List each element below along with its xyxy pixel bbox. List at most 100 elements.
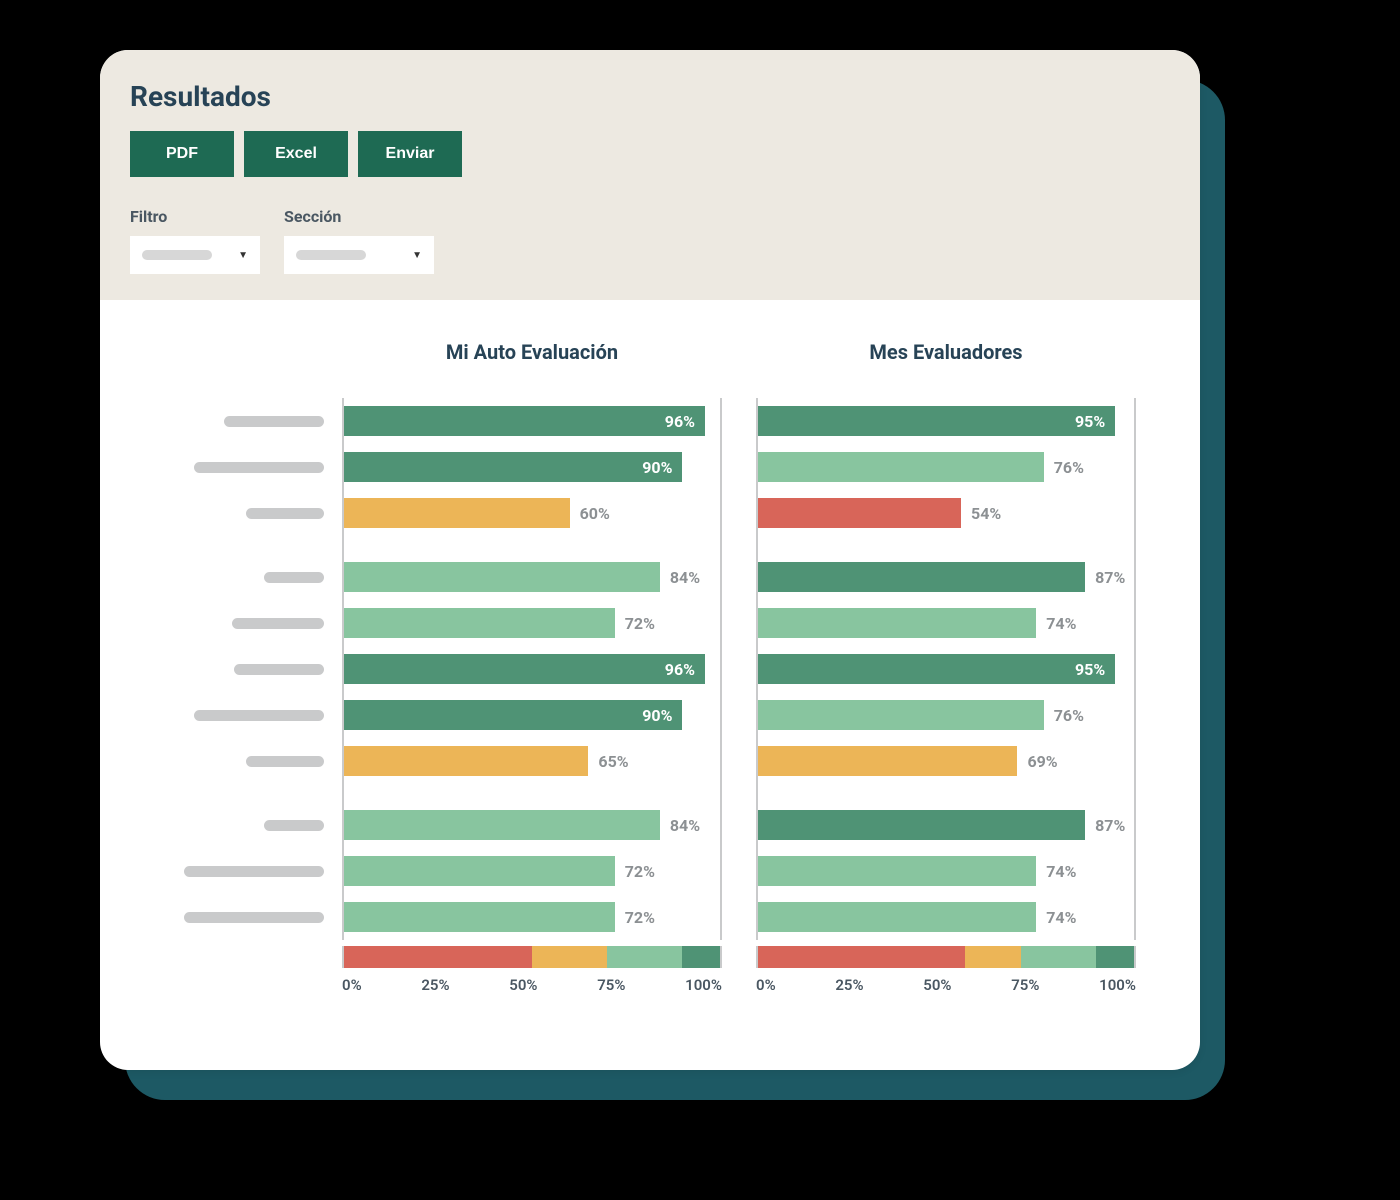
bar-fill [758,562,1085,592]
bar-value-label: 72% [625,614,655,633]
row-label [146,600,342,646]
row-label-placeholder [264,572,324,583]
bar-value-label: 84% [670,816,700,835]
filtro-label: Filtro [130,207,260,226]
bar-fill: 95% [758,654,1115,684]
bar-row: 95% [758,646,1134,692]
axis-row: 0%25%50%75%100% [342,976,722,994]
bar-fill: 90% [344,700,682,730]
filtro-placeholder [142,250,212,260]
legend-segment [1021,946,1096,968]
send-button[interactable]: Enviar [358,131,462,177]
row-label-placeholder [194,462,324,473]
row-label-placeholder [224,416,324,427]
axis-tick: 100% [685,976,722,994]
row-label [146,894,342,940]
bar-fill [344,562,660,592]
results-card: Resultados PDF Excel Enviar Filtro ▼ Sec… [100,50,1200,1070]
bar-row: 87% [758,554,1134,600]
chart-mes-evaluadores: Mes Evaluadores95%76%54%87%74%95%76%69%8… [756,340,1136,994]
chart-title: Mi Auto Evaluación [342,340,722,380]
bar-fill: 96% [344,654,705,684]
axis-tick: 75% [597,976,625,994]
pdf-button[interactable]: PDF [130,131,234,177]
row-label-placeholder [246,508,324,519]
legend-segment [682,946,720,968]
axis-tick: 25% [421,976,449,994]
row-label-placeholder [234,664,324,675]
filtro-select[interactable]: ▼ [130,236,260,274]
bar-row: 96% [344,398,720,444]
chart-title: Mes Evaluadores [756,340,1136,380]
bar-row: 90% [344,444,720,490]
bar-row: 54% [758,490,1134,536]
bar-value-label: 60% [580,504,610,523]
bar-value-label: 87% [1095,816,1125,835]
chevron-down-icon: ▼ [238,250,248,261]
bar-fill: 95% [758,406,1115,436]
excel-button[interactable]: Excel [244,131,348,177]
legend-segment [965,946,1021,968]
axis-tick: 25% [835,976,863,994]
bar-fill [758,608,1036,638]
row-label-placeholder [264,820,324,831]
chevron-down-icon: ▼ [412,250,422,261]
bar-row: 84% [344,554,720,600]
axis-tick: 75% [1011,976,1039,994]
bar-row: 87% [758,802,1134,848]
legend-segment [532,946,607,968]
filter-seccion: Sección ▼ [284,207,434,274]
bar-fill [344,608,615,638]
legend-strip [756,946,1136,968]
filter-row: Filtro ▼ Sección ▼ [130,207,1170,274]
bar-row: 76% [758,444,1134,490]
bar-row: 95% [758,398,1134,444]
bar-value-label: 84% [670,568,700,587]
seccion-select[interactable]: ▼ [284,236,434,274]
axis-tick: 100% [1099,976,1136,994]
bar-fill: 90% [344,452,682,482]
legend-segment [1096,946,1134,968]
chart-auto-evaluacion: Mi Auto Evaluación 96% 90% 60% 84% 72% 96% 90% 6… [342,340,722,994]
bar-row: 69% [758,738,1134,784]
axis-tick: 50% [923,976,951,994]
bar-fill [344,856,615,886]
bar-row: 72% [344,600,720,646]
header-zone: Resultados PDF Excel Enviar Filtro ▼ Sec… [100,50,1200,300]
bar-row: 72% [344,848,720,894]
bar-row: 74% [758,894,1134,940]
bars-region: 96% 90% 60% 84% 72% 96% 90% 65% 84% 72% 72% [342,398,722,940]
row-label-placeholder [184,866,324,877]
bar-row: 74% [758,600,1134,646]
bar-row: 74% [758,848,1134,894]
bar-row: 84% [344,802,720,848]
axis-tick: 0% [756,976,776,994]
row-label-placeholder [246,756,324,767]
bar-fill [758,498,961,528]
row-label [146,848,342,894]
bar-fill [758,810,1085,840]
bar-row: 72% [344,894,720,940]
row-label [146,692,342,738]
bar-value-label: 74% [1046,862,1076,881]
bar-fill: 96% [344,406,705,436]
seccion-placeholder [296,250,366,260]
bars-region: 95%76%54%87%74%95%76%69%87%74%74% [756,398,1136,940]
axis-tick: 0% [342,976,362,994]
bar-fill [344,498,570,528]
bar-row: 65% [344,738,720,784]
bar-fill [758,452,1044,482]
bar-value-label: 65% [598,752,628,771]
bar-fill [758,856,1036,886]
bar-row: 96% [344,646,720,692]
filter-filtro: Filtro ▼ [130,207,260,274]
bar-value-label: 69% [1027,752,1057,771]
legend-strip [342,946,722,968]
bar-value-label: 54% [971,504,1001,523]
row-label-placeholder [232,618,324,629]
row-label [146,738,342,784]
seccion-label: Sección [284,207,434,226]
bar-value-label: 72% [625,908,655,927]
chart-zone: Mi Auto Evaluación 96% 90% 60% 84% 72% 96% 90% 6… [100,300,1200,1034]
bar-fill [758,700,1044,730]
